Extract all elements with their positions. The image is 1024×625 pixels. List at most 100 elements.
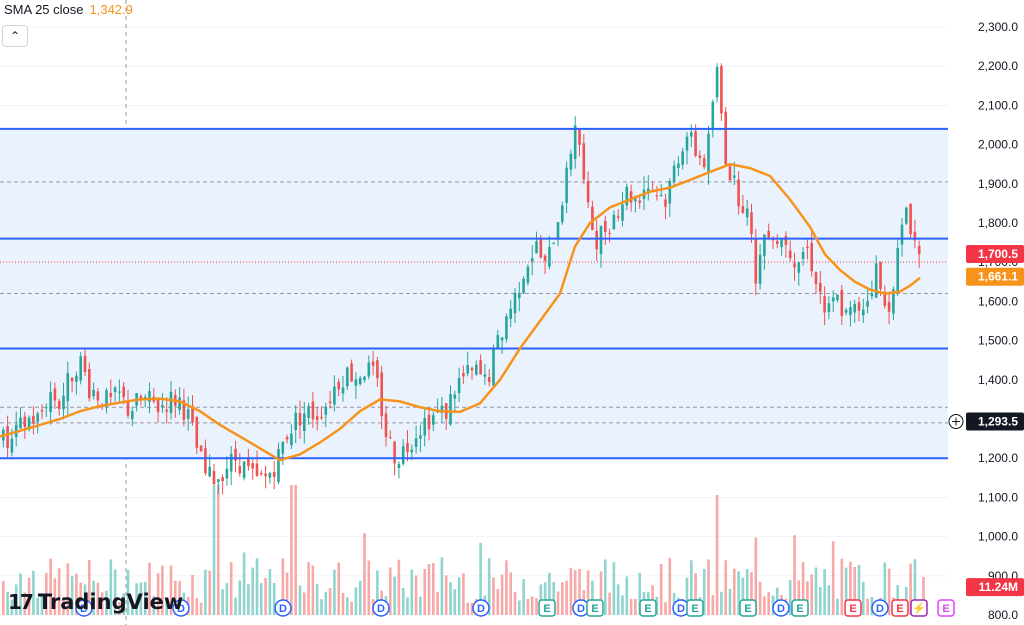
candle-body <box>629 191 633 203</box>
candle-body <box>410 449 414 453</box>
candle-body <box>763 234 766 257</box>
candle-body <box>139 395 143 399</box>
volume-bar <box>479 542 482 615</box>
volume-bar <box>806 581 809 615</box>
volume-bar <box>169 565 173 615</box>
volume-bar <box>522 579 525 615</box>
volume-badge <box>966 578 1024 597</box>
volume-bar <box>449 582 452 615</box>
candle-body <box>470 367 474 371</box>
volume-bar <box>311 565 315 615</box>
event-marker-earnings[interactable] <box>639 599 657 617</box>
event-marker-earnings-red[interactable] <box>891 599 909 617</box>
event-marker-earnings[interactable] <box>686 599 704 617</box>
sma-line[interactable] <box>0 162 921 462</box>
candle-body <box>831 297 835 302</box>
candle-body <box>40 409 44 412</box>
candle-body <box>247 458 250 467</box>
volume-bar <box>440 557 444 615</box>
candle-body <box>6 426 9 448</box>
volume-bar <box>401 587 405 615</box>
candle-body <box>49 392 52 412</box>
tradingview-logo[interactable]: 17 TradingView <box>8 590 183 614</box>
candle-body <box>616 216 620 218</box>
volume-bar <box>655 596 659 615</box>
volume-bar <box>315 584 319 615</box>
event-marker-label: E <box>744 603 751 615</box>
volume-bar <box>122 593 125 615</box>
event-marker-dividend[interactable] <box>172 599 190 617</box>
event-marker-earnings[interactable] <box>791 599 809 617</box>
event-marker-earnings-future[interactable] <box>937 599 955 617</box>
volume-bar <box>690 560 693 615</box>
candle-body <box>423 418 426 436</box>
candle-body <box>96 391 100 401</box>
candle-body <box>427 414 431 430</box>
event-marker-label: E <box>543 603 550 615</box>
candle-body <box>565 167 568 203</box>
event-marker-dividend[interactable] <box>871 599 889 617</box>
candle-body <box>823 296 826 313</box>
volume-bar <box>659 563 663 615</box>
volume-bar <box>341 592 345 615</box>
volume-bar <box>436 592 439 615</box>
volume-bar <box>27 577 31 615</box>
candle-body <box>337 381 340 390</box>
event-marker-earnings[interactable] <box>538 599 556 617</box>
candle-body <box>612 214 616 229</box>
candle-body <box>526 266 530 283</box>
candle-body <box>229 454 233 472</box>
candle-body <box>126 401 130 416</box>
candle-body <box>83 355 87 373</box>
volume-bar <box>225 583 229 615</box>
candle-body <box>290 433 293 446</box>
indicator-legend[interactable]: SMA 25 close 1,342.9 <box>4 2 133 17</box>
price-axis[interactable] <box>950 0 1024 625</box>
price-tick-label: 1,400.0 <box>978 373 1018 387</box>
volume-bar <box>363 533 366 615</box>
candle-body <box>311 401 315 420</box>
candle-body <box>251 463 254 469</box>
event-marker-earnings[interactable] <box>739 599 757 617</box>
price-tick-label: 1,100.0 <box>978 490 1018 504</box>
volume-bar <box>389 567 392 615</box>
event-marker-dividend[interactable] <box>274 599 292 617</box>
event-marker-dividend[interactable] <box>772 599 790 617</box>
chevron-up-icon[interactable]: ⌃ <box>2 25 28 47</box>
candle-body <box>191 405 194 423</box>
volume-bar <box>509 572 512 615</box>
candle-body <box>182 400 186 420</box>
volume-label: 11.24M <box>979 580 1018 594</box>
volume-bar <box>530 596 534 615</box>
volume-bar <box>836 598 839 615</box>
volume-bar <box>724 560 727 615</box>
event-marker-earnings[interactable] <box>586 599 604 617</box>
volume-bar <box>19 573 22 615</box>
candle-body <box>272 472 276 477</box>
candle-body <box>199 445 203 452</box>
candle-body <box>453 394 457 399</box>
candle-body <box>53 388 57 401</box>
event-marker-dividend[interactable] <box>372 599 390 617</box>
volume-bar <box>625 576 629 615</box>
candle-body <box>694 131 697 156</box>
candle-body <box>844 309 848 313</box>
event-marker-earnings-red[interactable] <box>844 599 862 617</box>
volume-bar <box>376 570 379 615</box>
volume-bar <box>814 567 818 615</box>
candle-body <box>479 360 482 375</box>
volume-bar <box>496 589 500 615</box>
event-marker-dividend[interactable] <box>472 599 490 617</box>
volume-bar <box>621 595 624 615</box>
event-marker-flash[interactable] <box>910 599 928 617</box>
candle-body <box>513 292 517 314</box>
event-marker-dividend[interactable] <box>75 599 93 617</box>
volume-bar <box>208 570 211 615</box>
candle-body <box>900 224 904 245</box>
last-price-label: 1,700.5 <box>978 247 1018 261</box>
volume-bar <box>819 587 822 615</box>
volume-bar <box>423 569 426 615</box>
candle-body <box>569 153 573 170</box>
event-marker-label: E <box>896 603 903 615</box>
